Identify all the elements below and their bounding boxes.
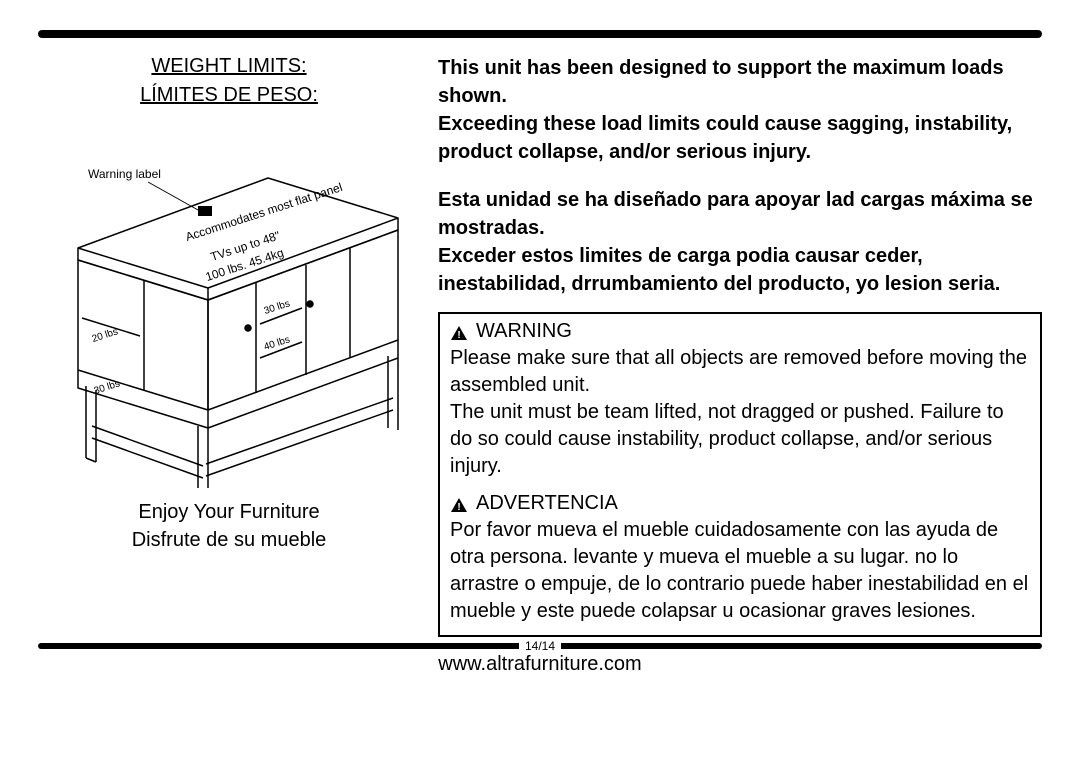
enjoy-es: Disfrute de su mueble (132, 529, 327, 551)
warning-label-en: WARNING (476, 320, 572, 343)
warning-title-en: ! WARNING (450, 320, 1030, 343)
main-en-p2: Exceeding these load limits could cause … (438, 110, 1042, 166)
heading-line1: WEIGHT LIMITS: (151, 55, 306, 77)
warning-body-en: Please make sure that all objects are re… (450, 345, 1030, 480)
warning-body-es: Por favor mueva el mueble cuidadosamente… (450, 517, 1030, 625)
main-en-p1: This unit has been designed to support t… (438, 54, 1042, 110)
svg-text:!: ! (457, 330, 460, 341)
page-number: 14/14 (519, 639, 561, 653)
left-column: WEIGHT LIMITS: LÍMITES DE PESO: (38, 52, 438, 637)
weight-limits-heading: WEIGHT LIMITS: LÍMITES DE PESO: (68, 52, 420, 110)
heading-line2: LÍMITES DE PESO: (140, 84, 318, 106)
svg-text:!: ! (457, 502, 460, 513)
furniture-diagram: Warning label Accommodates most flat pan… (48, 128, 408, 488)
footer-url: www.altrafurniture.com (38, 653, 1042, 676)
warning-box: ! WARNING Please make sure that all obje… (438, 312, 1042, 637)
warning-title-es: ! ADVERTENCIA (450, 492, 1030, 515)
bottom-rule: 14/14 (38, 643, 1042, 649)
warning-label-es: ADVERTENCIA (476, 492, 618, 515)
top-rule (38, 30, 1042, 38)
enjoy-en: Enjoy Your Furniture (138, 501, 319, 523)
main-es-p2: Exceder estos limites de carga podia cau… (438, 242, 1042, 298)
warning-label-text: Warning label (88, 168, 161, 181)
warning-triangle-icon: ! (450, 496, 468, 512)
enjoy-text: Enjoy Your Furniture Disfrute de su mueb… (68, 498, 420, 554)
furniture-svg (48, 128, 408, 488)
right-column: This unit has been designed to support t… (438, 52, 1042, 637)
content-row: WEIGHT LIMITS: LÍMITES DE PESO: (38, 52, 1042, 637)
main-es-p1: Esta unidad se ha diseñado para apoyar l… (438, 186, 1042, 242)
warning-triangle-icon: ! (450, 324, 468, 340)
